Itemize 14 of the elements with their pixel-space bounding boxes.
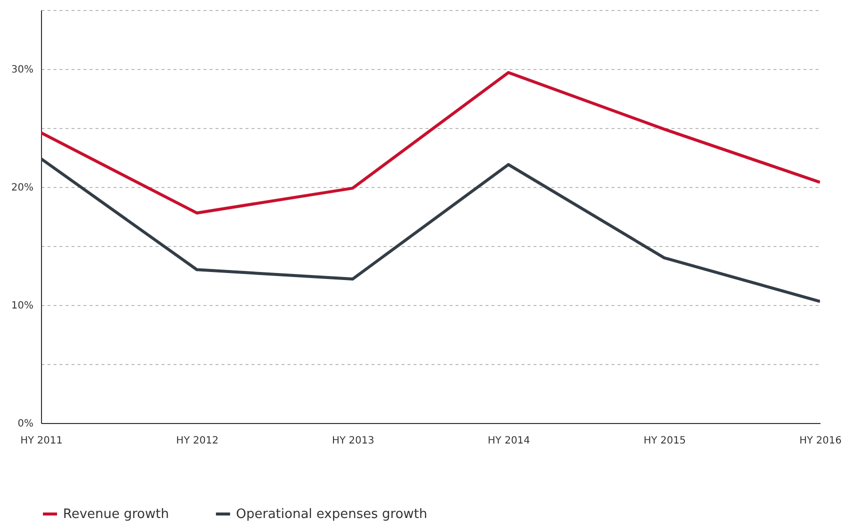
line-series: [41, 71, 820, 214]
x-tick-label: HY 2015: [644, 436, 686, 446]
legend-label: Operational expenses growth: [236, 507, 428, 522]
y-tick-label: 30%: [11, 64, 34, 76]
x-tick-label: HY 2013: [332, 436, 374, 446]
y-tick-label: 0%: [18, 418, 34, 430]
x-tick-label: HY 2014: [488, 436, 530, 446]
line-series: [41, 157, 820, 303]
y-tick-label: 10%: [11, 300, 34, 312]
y-tick-label: 20%: [11, 182, 34, 194]
x-tick-label: HY 2016: [799, 436, 842, 446]
x-tick-label: HY 2011: [20, 436, 63, 446]
legend-label: Revenue growth: [63, 507, 169, 522]
x-tick-label: HY 2012: [176, 436, 218, 446]
